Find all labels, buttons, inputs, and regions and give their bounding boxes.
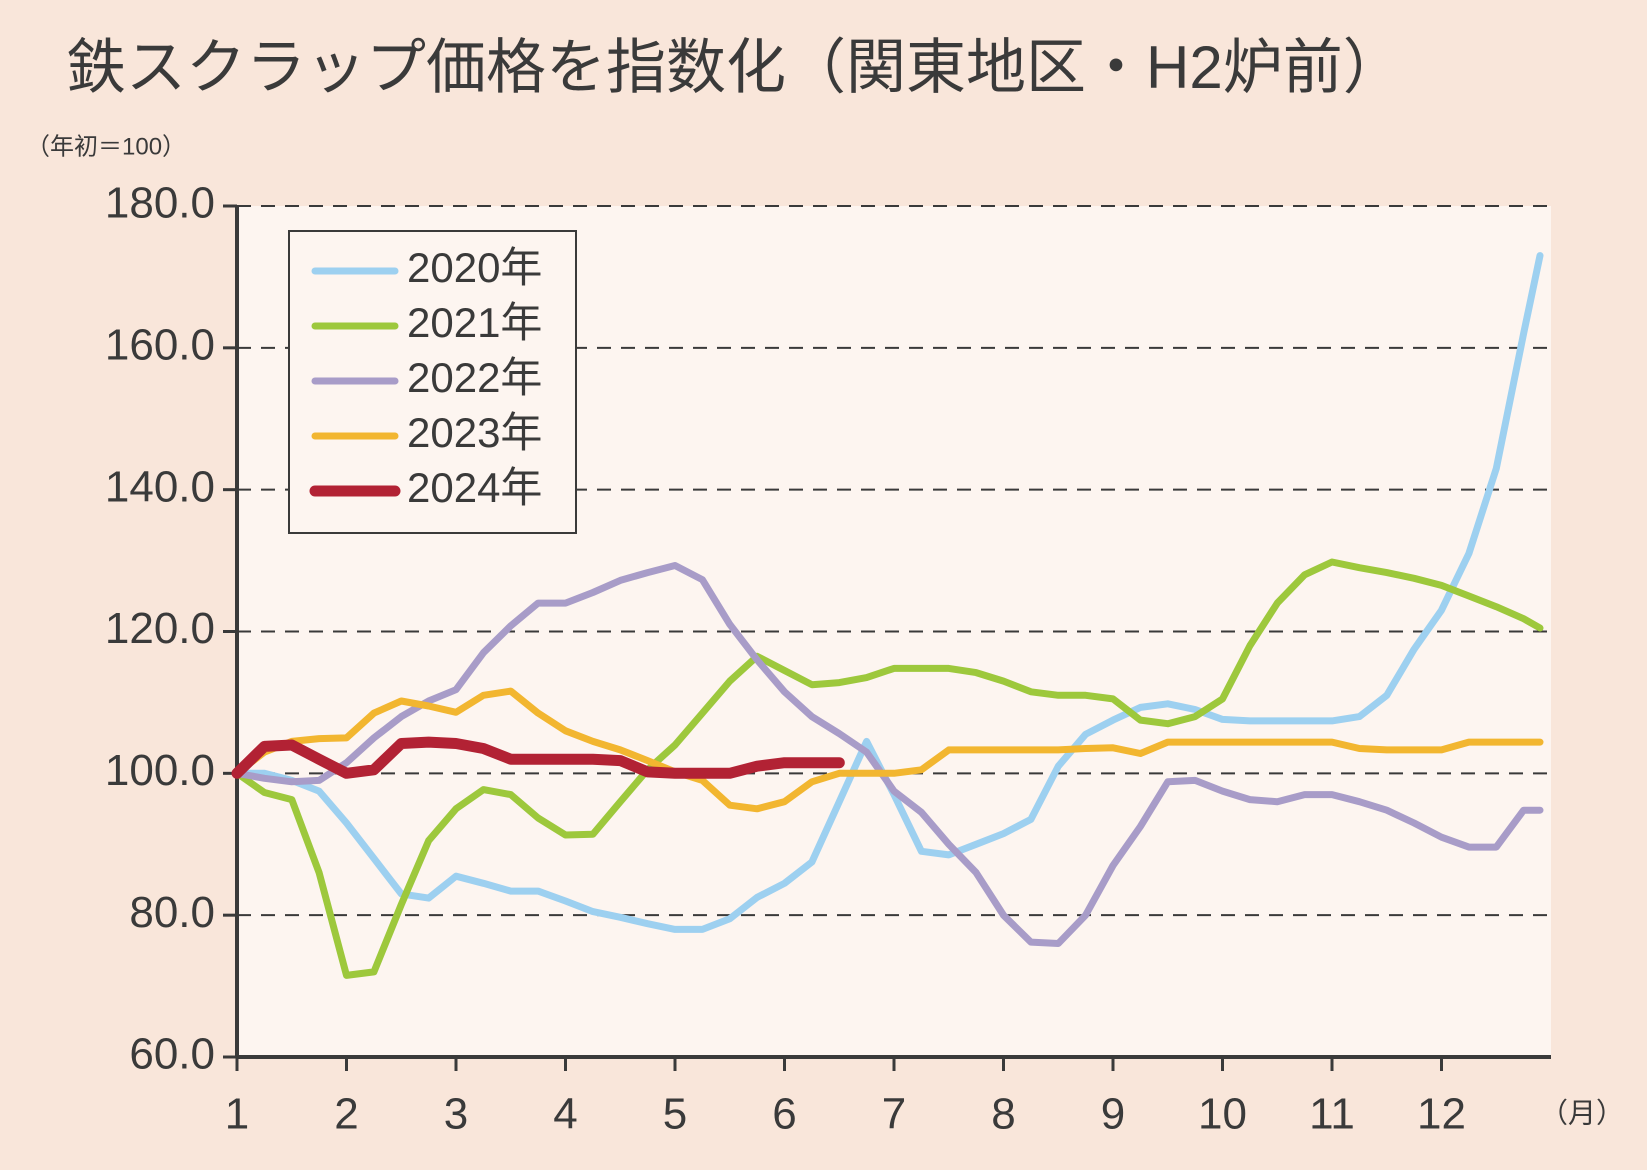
y-tick-label: 60.0 bbox=[129, 1030, 215, 1079]
x-tick-label: 1 bbox=[225, 1090, 249, 1139]
x-tick-label: 9 bbox=[1101, 1090, 1125, 1139]
x-tick-label: 5 bbox=[663, 1090, 687, 1139]
x-tick-label: 6 bbox=[772, 1090, 796, 1139]
x-tick-label: 3 bbox=[444, 1090, 468, 1139]
legend-label: 2022年 bbox=[407, 354, 542, 401]
x-tick-label: 7 bbox=[882, 1090, 906, 1139]
series-line bbox=[233, 687, 1544, 813]
y-axis-label: （年初＝100） bbox=[26, 133, 186, 160]
x-tick-label: 2 bbox=[334, 1090, 358, 1139]
legend-label: 2024年 bbox=[407, 464, 542, 511]
x-tick-label: 10 bbox=[1198, 1090, 1247, 1139]
x-tick-label: 12 bbox=[1417, 1090, 1466, 1139]
y-tick-label: 140.0 bbox=[105, 462, 215, 511]
y-tick-label: 160.0 bbox=[105, 320, 215, 369]
y-tick-label: 120.0 bbox=[105, 604, 215, 653]
y-tick-label: 180.0 bbox=[105, 179, 215, 228]
legend-label: 2021年 bbox=[407, 299, 542, 346]
x-tick-label: 8 bbox=[991, 1090, 1015, 1139]
x-axis-label: （月） bbox=[1540, 1097, 1624, 1128]
x-tick-label: 11 bbox=[1309, 1090, 1355, 1139]
legend-label: 2023年 bbox=[407, 409, 542, 456]
chart-title: 鉄スクラップ価格を指数化（関東地区・H2炉前） bbox=[66, 34, 1403, 101]
legend: 2020年 2021年 2022年 2023年 2024年 bbox=[288, 230, 577, 534]
legend-label: 2020年 bbox=[407, 244, 542, 291]
series-line bbox=[233, 562, 1544, 947]
series-line bbox=[231, 736, 845, 779]
series-line bbox=[233, 558, 1544, 979]
y-tick-label: 100.0 bbox=[105, 746, 215, 795]
x-tick-label: 4 bbox=[553, 1090, 577, 1139]
y-tick-label: 80.0 bbox=[129, 888, 215, 937]
